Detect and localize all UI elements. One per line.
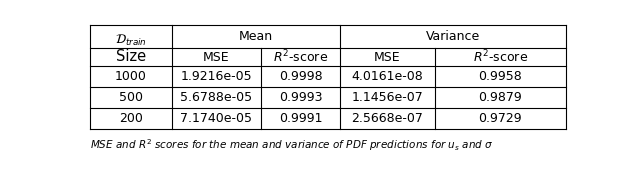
Text: 0.9879: 0.9879 <box>479 91 522 104</box>
Text: $\mathcal{D}_{train}$: $\mathcal{D}_{train}$ <box>115 33 147 48</box>
Text: 200: 200 <box>119 112 143 125</box>
Text: 4.0161e-08: 4.0161e-08 <box>351 70 424 83</box>
Text: 0.9991: 0.9991 <box>279 112 323 125</box>
Text: Mean: Mean <box>239 30 273 43</box>
Text: 5.6788e-05: 5.6788e-05 <box>180 91 252 104</box>
Text: $R^2$-score: $R^2$-score <box>273 49 328 65</box>
Text: 7.1740e-05: 7.1740e-05 <box>180 112 252 125</box>
Text: MSE and $R^2$ scores for the mean and variance of PDF predictions for $u_s$ and : MSE and $R^2$ scores for the mean and va… <box>90 137 493 153</box>
Text: 0.9729: 0.9729 <box>479 112 522 125</box>
Text: 0.9993: 0.9993 <box>279 91 323 104</box>
Text: $R^2$-score: $R^2$-score <box>473 49 528 65</box>
Text: 1.1456e-07: 1.1456e-07 <box>351 91 424 104</box>
Text: 500: 500 <box>119 91 143 104</box>
Text: Size: Size <box>116 49 146 64</box>
Text: MSE: MSE <box>374 51 401 63</box>
Text: 1.9216e-05: 1.9216e-05 <box>180 70 252 83</box>
Text: 1000: 1000 <box>115 70 147 83</box>
Text: 0.9998: 0.9998 <box>279 70 323 83</box>
Text: 2.5668e-07: 2.5668e-07 <box>351 112 424 125</box>
Text: Variance: Variance <box>426 30 481 43</box>
Text: 0.9958: 0.9958 <box>479 70 522 83</box>
Text: MSE: MSE <box>203 51 230 63</box>
